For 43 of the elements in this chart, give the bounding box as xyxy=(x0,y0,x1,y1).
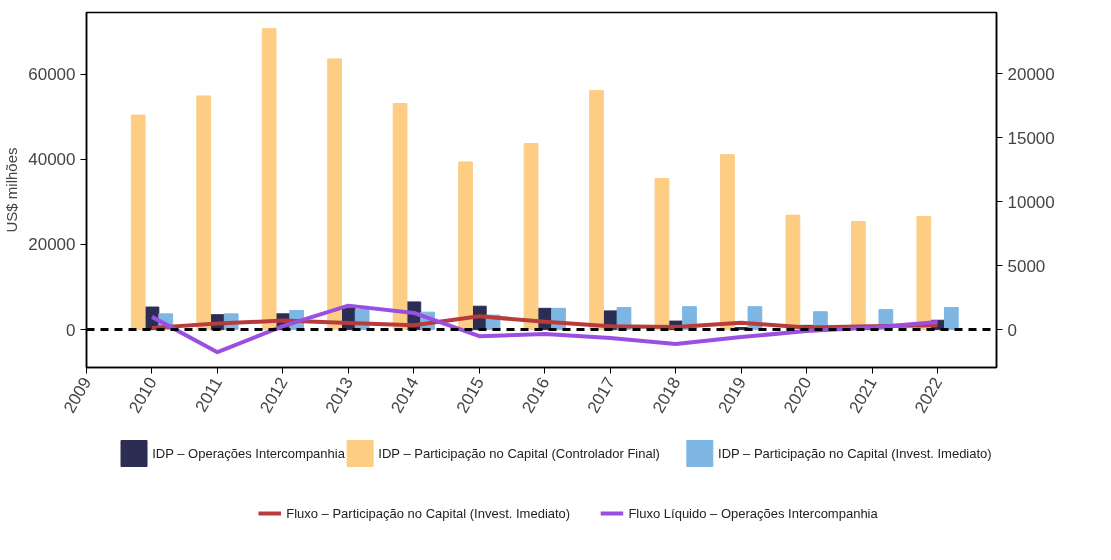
x-tick-label: 2018 xyxy=(649,374,685,417)
legend-label: Fluxo Líquido – Operações Intercompanhia xyxy=(628,506,879,521)
y-tick-label: 40000 xyxy=(28,150,76,170)
bar xyxy=(589,89,604,331)
bar xyxy=(943,306,959,331)
bar xyxy=(523,143,539,331)
bar xyxy=(261,28,277,331)
y2-tick-label: 20000 xyxy=(1007,64,1055,84)
bar xyxy=(720,154,735,331)
y-tick-label: 60000 xyxy=(28,65,76,85)
bar xyxy=(654,178,670,331)
x-tick-label: 2020 xyxy=(780,374,816,417)
x-tick-label: 2009 xyxy=(59,374,96,417)
y2-tick-label: 0 xyxy=(1007,320,1017,340)
bar xyxy=(916,215,932,331)
x-tick-label: 2014 xyxy=(387,374,423,417)
bar xyxy=(130,114,146,331)
line-series xyxy=(149,303,940,355)
y-tick-label: 20000 xyxy=(28,235,76,255)
bar xyxy=(196,95,212,331)
x-tick-label: 2017 xyxy=(583,374,619,417)
x-tick-label: 2022 xyxy=(910,374,947,417)
bar xyxy=(392,103,408,331)
x-tick-label: 2012 xyxy=(256,374,292,417)
y2-tick-label: 10000 xyxy=(1007,192,1055,212)
x-tick-label: 2011 xyxy=(191,374,227,416)
y-axis-title: US$ milhões xyxy=(3,147,21,233)
y2-tick-label: 15000 xyxy=(1007,128,1055,148)
bar xyxy=(327,58,342,331)
bar xyxy=(458,161,473,331)
y2-tick-label: 5000 xyxy=(1007,256,1046,276)
x-tick-label: 2013 xyxy=(321,374,358,417)
x-tick-label: 2016 xyxy=(518,374,554,417)
x-tick-label: 2019 xyxy=(714,374,750,417)
legend-label: IDP – Participação no Capital (Invest. Imediato) xyxy=(718,446,992,461)
y-tick-label: 0 xyxy=(66,320,76,340)
legend-label: IDP – Operações Intercompanhia xyxy=(152,446,346,461)
legend-label: Fluxo – Participação no Capital (Invest. Imediato) xyxy=(286,506,571,521)
bar xyxy=(785,214,801,331)
x-tick-label: 2010 xyxy=(125,374,161,417)
legend-label: IDP – Participação no Capital (Controlador Final) xyxy=(378,446,660,461)
x-tick-label: 2021 xyxy=(845,374,881,417)
x-tick-label: 2015 xyxy=(452,374,488,417)
